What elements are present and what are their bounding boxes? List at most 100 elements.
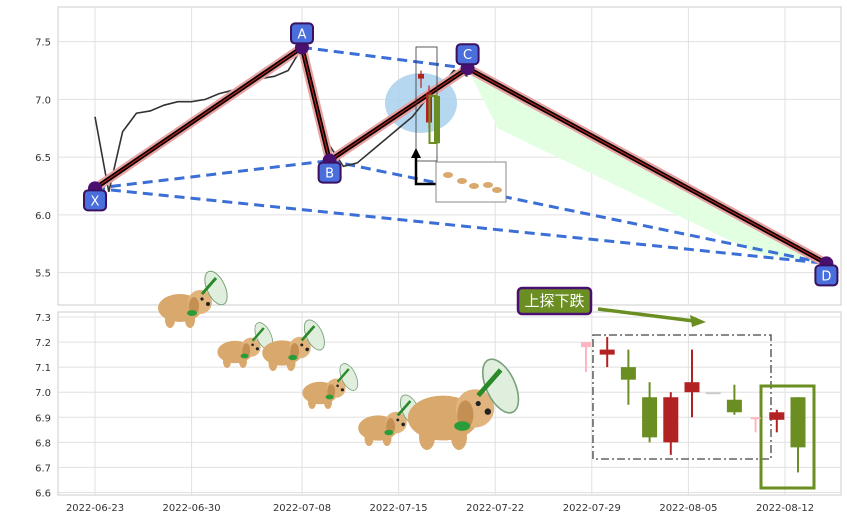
bottom-x-tick-label: 2022-07-29: [563, 503, 621, 514]
puppy-leg: [165, 312, 175, 328]
bottom-y-tick-label: 7.0: [35, 388, 51, 399]
bottom-y-tick-label: 6.9: [35, 413, 51, 424]
puppy-leg: [451, 424, 467, 450]
puppy-nose: [255, 347, 259, 351]
puppy-eye: [251, 343, 254, 347]
top-chart-content: X A B C D: [83, 22, 839, 287]
pattern-label-b: B: [325, 167, 334, 182]
bottom-x-tick-label: 2022-07-15: [370, 503, 428, 514]
top-y-tick-label: 5.5: [35, 269, 51, 280]
bottom-y-tick-label: 6.8: [35, 438, 51, 449]
candle-body: [581, 342, 591, 348]
last-candle-highlight-box: [759, 384, 816, 490]
puppy-propeller-stick: [200, 277, 218, 295]
pattern-leg-inner-xa: [94, 46, 303, 189]
puppy-propeller-blade: [303, 319, 325, 351]
puppy-leg: [268, 356, 278, 371]
annotation-arrow-head: [690, 315, 706, 327]
puppy-leg: [223, 355, 231, 368]
pattern-label-box-x: [83, 189, 107, 212]
puppy-figure: [302, 363, 359, 409]
bottom-x-tick-label: 2022-07-22: [466, 503, 524, 514]
puppy-propeller-stick: [396, 400, 412, 417]
puppy-propeller-stick: [336, 368, 350, 383]
dashed-line-bd: [329, 159, 827, 265]
pattern-label-box-a: [290, 22, 314, 45]
pattern-label-d: D: [821, 269, 831, 284]
pattern-label-box-b: [317, 161, 342, 184]
candle-body: [726, 399, 742, 413]
candle-body: [769, 412, 785, 420]
puppy-leg: [324, 396, 332, 409]
puppy-eye: [200, 297, 204, 301]
bottom-x-tick-label: 2022-08-12: [756, 503, 814, 514]
puppy-eye: [396, 418, 400, 422]
top-y-tick-label: 6.0: [35, 211, 51, 222]
candle-body: [790, 397, 806, 448]
puppy-leg: [419, 424, 435, 450]
candle-body: [663, 397, 679, 443]
puppy-eye: [475, 401, 481, 407]
puppy-collar: [187, 310, 197, 316]
bottom-x-tick-label: 2022-06-23: [66, 503, 124, 514]
candle-body: [620, 367, 636, 380]
candle-body: [642, 397, 658, 438]
puppy-figure: [158, 270, 228, 328]
candle-body: [750, 417, 761, 420]
puppy-nose: [484, 408, 491, 415]
puppy-sticker-blob: [469, 183, 479, 189]
inset-highlight-box: [428, 95, 438, 144]
bottom-y-tick-label: 7.2: [35, 338, 51, 349]
bottom-x-tick-label: 2022-08-05: [659, 503, 717, 514]
inset-arrow: [414, 154, 436, 186]
inset-arrow-head: [411, 148, 421, 158]
puppy-propeller-stick: [300, 325, 316, 342]
bottom-y-tick-label: 7.3: [35, 313, 51, 324]
inset-candle-body: [418, 73, 424, 79]
puppy-figure: [262, 319, 325, 371]
puppy-leg: [308, 396, 316, 409]
pattern-leg-inner-cd: [467, 67, 827, 264]
puppy-figure: [217, 322, 274, 368]
top-y-tick-label: 7.0: [35, 95, 51, 106]
flying-puppy-illustration: [158, 270, 520, 450]
puppy-propeller-stick: [476, 368, 503, 398]
candle-group-box: [592, 334, 772, 460]
puppy-propeller-blade: [339, 363, 359, 391]
pattern-label-box-d: [814, 264, 839, 287]
pattern-label-box-c: [455, 43, 480, 66]
puppy-propeller-blade: [481, 358, 520, 414]
top-panel: 5.5 6.0 6.5 7.0 7.5 X A B C D: [35, 6, 842, 306]
puppy-figure: [407, 358, 520, 450]
annotation-arrow-shaft: [597, 307, 695, 323]
dashed-line-xb: [94, 159, 330, 190]
puppy-sticker-blob: [492, 187, 502, 193]
bottom-x-tick-label: 2022-06-30: [163, 503, 221, 514]
puppy-leg: [286, 356, 296, 371]
puppy-collar: [384, 429, 394, 436]
puppy-leg: [185, 312, 195, 328]
pattern-label-a: A: [298, 27, 307, 42]
bottom-y-tick-labels: 6.6 6.7 6.8 6.9 7.0 7.1 7.2 7.3: [35, 313, 51, 499]
puppy-propeller-stick: [251, 327, 265, 342]
puppy-figure: [358, 394, 421, 446]
puppy-collar: [325, 394, 334, 400]
top-y-tick-labels: 5.5 6.0 6.5 7.0 7.5: [35, 38, 51, 280]
puppy-eye: [300, 343, 304, 347]
bottom-y-tick-label: 6.6: [35, 488, 51, 499]
annotation-box: [516, 286, 593, 316]
pattern-label-c: C: [463, 48, 472, 63]
puppy-propeller-blade: [204, 270, 228, 306]
puppy-nose: [305, 347, 309, 352]
puppy-leg: [382, 431, 392, 446]
top-y-tick-label: 6.5: [35, 153, 51, 164]
bottom-x-tick-label: 2022-07-08: [273, 503, 331, 514]
bottom-chart-content: [581, 334, 816, 490]
pattern-leg-inner-bc: [329, 67, 468, 162]
puppy-collar: [240, 353, 249, 359]
pattern-leg-inner-ab: [301, 47, 331, 161]
puppy-nose: [206, 302, 210, 306]
top-plot-frame: [57, 6, 842, 306]
puppy-collar: [288, 354, 298, 361]
